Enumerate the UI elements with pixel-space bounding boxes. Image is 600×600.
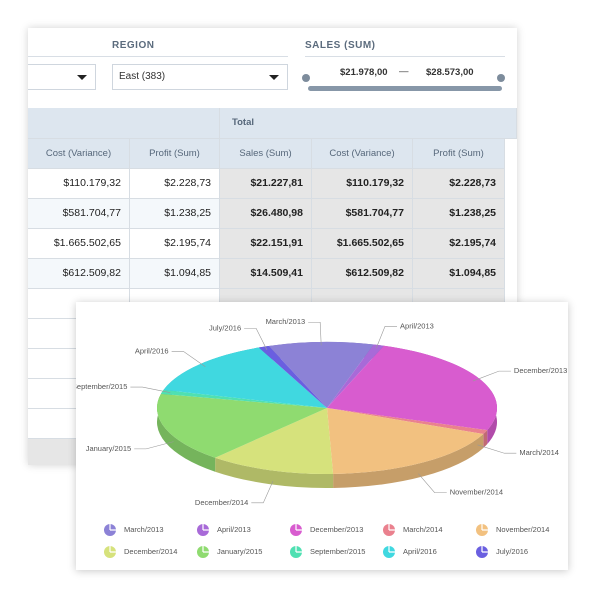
table-cell: $26.480,98	[220, 199, 312, 229]
table-cell: $1.238,25	[130, 199, 220, 229]
leader-line	[244, 328, 268, 350]
legend-icon-cut	[481, 524, 488, 531]
slice-label: December/2014	[195, 498, 248, 507]
legend-icon-cut	[109, 546, 116, 553]
pie-slice-side	[333, 433, 484, 488]
pie-slice	[327, 408, 488, 434]
table-cell: $1.665.502,65	[312, 229, 413, 259]
legend-icon-cut	[388, 524, 395, 531]
legend-icon-cut	[295, 524, 302, 531]
slice-label: July/2016	[209, 323, 241, 332]
pie-slice	[268, 342, 374, 408]
slice-label: March/2014	[519, 448, 559, 457]
legend-icon-cut	[388, 546, 395, 553]
table-cell: $2.228,73	[413, 169, 505, 199]
slice-label: March/2013	[266, 317, 306, 326]
table-cell: $2.195,74	[130, 229, 220, 259]
table-cell: $22.151,91	[220, 229, 312, 259]
table-cell: $21.227,81	[220, 169, 312, 199]
select-value: East (383)	[119, 71, 166, 82]
group-header: Total	[220, 108, 517, 139]
legend-icon-cut	[295, 546, 302, 553]
legend-label: January/2015	[217, 547, 262, 556]
table-cell: $14.509,41	[220, 259, 312, 289]
legend-icon-cut	[481, 546, 488, 553]
pie-slice	[327, 344, 384, 408]
column-header: Cost (Variance)	[28, 139, 130, 169]
leader-line	[375, 325, 398, 349]
range-min: $21.978,00	[340, 67, 388, 78]
legend-icon-cut	[109, 524, 116, 531]
pie-slice	[160, 389, 327, 408]
range-handle[interactable]	[302, 74, 310, 82]
pie-chart: March/2013 April/2013 December/2013 March/2…	[72, 317, 567, 558]
leader-line	[477, 444, 517, 454]
filter-label: REGION	[112, 40, 155, 51]
pie-slice-side	[157, 393, 216, 472]
table-cell: $1.238,25	[413, 199, 505, 229]
leader-line	[472, 370, 511, 382]
table-cell: $1.665.502,65	[28, 229, 130, 259]
table-cell: $110.179,32	[312, 169, 413, 199]
table-cell: $1.094,85	[413, 259, 505, 289]
range-handle[interactable]	[497, 74, 505, 82]
leader-line	[171, 351, 206, 367]
table-cell: $1.094,85	[130, 259, 220, 289]
filter-label: SALES (SUM)	[305, 40, 376, 51]
legend-label: December/2014	[124, 547, 177, 556]
leader-line	[130, 386, 171, 393]
range-dash: —	[399, 66, 409, 77]
legend-label: July/2016	[496, 547, 528, 556]
table-cell: $612.509,82	[28, 259, 130, 289]
pie-slice	[157, 393, 327, 458]
slice-label: April/2016	[135, 347, 169, 356]
legend-icon-cut	[202, 524, 209, 531]
table-cell: $2.195,74	[413, 229, 505, 259]
legend-label: March/2013	[124, 525, 164, 534]
chart-card: March/2013 April/2013 December/2013 March/2…	[72, 302, 568, 570]
legend-label: April/2013	[217, 525, 251, 534]
range-track[interactable]	[308, 86, 502, 91]
table-cell: $612.509,82	[312, 259, 413, 289]
column-header: Profit (Sum)	[130, 139, 220, 169]
legend-label: April/2016	[403, 547, 437, 556]
legend-icon-cut	[202, 546, 209, 553]
divider	[28, 56, 288, 57]
table-cell: $581.704,77	[28, 199, 130, 229]
column-header: Profit (Sum)	[413, 139, 505, 169]
pie-slice	[215, 408, 334, 474]
divider	[305, 56, 505, 57]
slice-label: November/2014	[450, 488, 503, 497]
column-header: Cost (Variance)	[312, 139, 413, 169]
leader-line	[251, 480, 274, 504]
pie-slice-side	[215, 457, 334, 488]
legend-label: November/2014	[496, 525, 549, 534]
range-max: $28.573,00	[426, 67, 474, 78]
pie-slice	[327, 408, 484, 474]
column-header: Sales (Sum)	[220, 139, 312, 169]
legend-label: September/2015	[310, 547, 365, 556]
pie-slice	[258, 346, 327, 408]
pie-slice	[163, 347, 327, 408]
leader-line	[134, 441, 174, 450]
legend-label: March/2014	[403, 525, 443, 534]
slice-label: April/2013	[400, 321, 434, 330]
slice-label: January/2015	[86, 444, 131, 453]
region-select[interactable]: East (383)	[112, 64, 288, 90]
leader-line	[418, 473, 447, 494]
pie-slice	[327, 345, 497, 431]
leader-line	[308, 321, 322, 346]
header-cell	[28, 108, 220, 139]
table-cell: $2.228,73	[130, 169, 220, 199]
legend-label: December/2013	[310, 525, 363, 534]
slice-label: September/2015	[76, 382, 127, 391]
select[interactable]	[28, 64, 96, 90]
table-cell: $110.179,32	[28, 169, 130, 199]
table-cell: $581.704,77	[312, 199, 413, 229]
pie-slice-side	[483, 430, 488, 448]
slice-label: December/2013	[514, 366, 567, 375]
